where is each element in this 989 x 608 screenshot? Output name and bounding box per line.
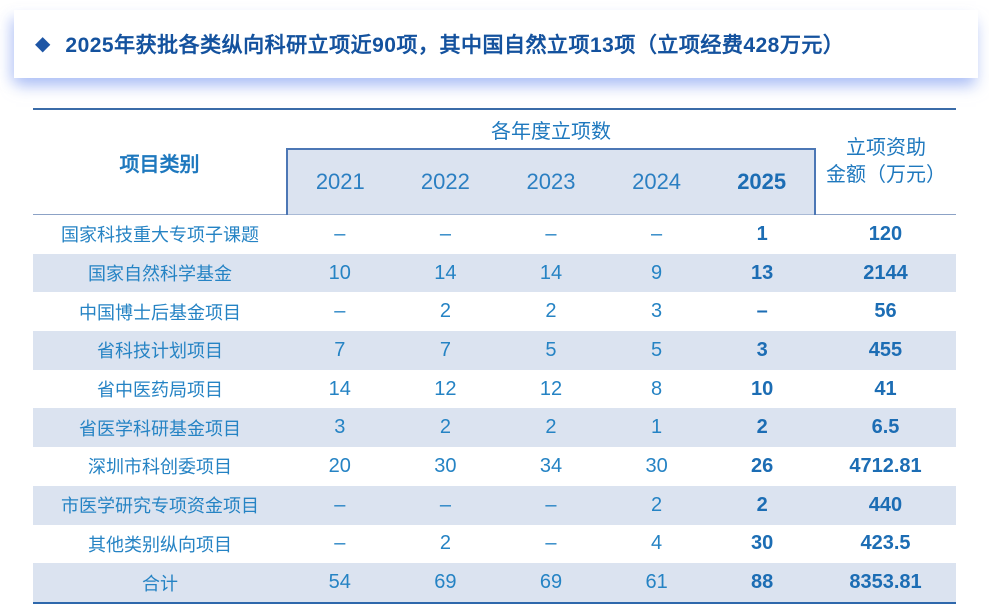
value-2024-cell: 30: [645, 454, 668, 477]
value-2021-cell: –: [334, 493, 346, 516]
amount-cell: 56: [874, 300, 897, 323]
table-body: 国家科技重大专项子课题 – – – – 1 120 国家自然科学基金 10 14…: [33, 215, 956, 603]
table-row: 国家自然科学基金 10 14 14 9 13 2144: [33, 253, 956, 293]
category-cell: 国家自然科学基金: [88, 264, 232, 285]
value-2023-cell: 69: [539, 571, 563, 594]
value-2021-cell: 7: [334, 338, 346, 361]
amount-header-line1: 立项资助: [845, 137, 926, 159]
value-2023-cell: 34: [539, 454, 563, 477]
amount-cell: 120: [868, 222, 903, 245]
year-header-2023: 2023: [498, 148, 604, 215]
amount-cell: 423.5: [860, 532, 911, 555]
value-2023-cell: –: [545, 493, 557, 516]
value-2022-cell: 2: [439, 532, 451, 555]
value-2024-cell: –: [651, 222, 663, 245]
value-2024-cell: 8: [651, 377, 663, 400]
table-row: 市医学研究专项资金项目 – – – 2 2 440: [33, 485, 956, 525]
amount-cell: 2144: [863, 261, 908, 284]
value-2023-cell: 14: [539, 261, 563, 284]
years-group-header: 各年度立项数: [490, 120, 611, 143]
value-2022-cell: 14: [434, 261, 457, 284]
value-2022-cell: –: [439, 493, 451, 516]
value-2022-cell: –: [439, 222, 451, 245]
value-2022-cell: 69: [434, 571, 457, 594]
projects-table-container: 项目类别 各年度立项数 立项资助 金额（万元） 2021 2022 2023 2…: [33, 108, 956, 604]
amount-cell: 440: [868, 493, 903, 516]
value-2024-cell: 2: [651, 493, 663, 516]
category-cell: 国家科技重大专项子课题: [61, 225, 259, 246]
value-2024-cell: 4: [651, 532, 663, 555]
amount-cell: 6.5: [871, 416, 900, 439]
amount-cell: 41: [874, 377, 897, 400]
headline-text: 2025年获批各类纵向科研立项近90项，其中国自然立项13项（立项经费428万元…: [65, 34, 845, 57]
category-cell: 合计: [142, 573, 178, 594]
year-header-2022: 2022: [392, 148, 499, 215]
value-2022-cell: 2: [439, 300, 451, 323]
value-2021-cell: 10: [328, 261, 351, 284]
table-row: 其他类别纵向项目 – 2 – 4 30 423.5: [33, 525, 956, 564]
projects-table: 项目类别 各年度立项数 立项资助 金额（万元） 2021 2022 2023 2…: [33, 108, 956, 604]
value-2023-cell: –: [545, 532, 557, 555]
value-2025-cell: 88: [751, 571, 774, 594]
amount-column-header: 立项资助 金额（万元）: [814, 109, 956, 215]
value-2021-cell: –: [334, 300, 346, 323]
amount-cell: 8353.81: [849, 571, 922, 594]
value-2023-cell: 2: [545, 416, 557, 439]
headline-card: ◆ 2025年获批各类纵向科研立项近90项，其中国自然立项13项（立项经费428…: [14, 10, 978, 78]
value-2021-cell: 3: [334, 416, 346, 439]
value-2025-cell: 2: [756, 493, 768, 516]
value-2024-cell: 3: [651, 300, 663, 323]
value-2022-cell: 7: [439, 338, 451, 361]
table-header: 项目类别 各年度立项数 立项资助 金额（万元） 2021 2022 2023 2…: [33, 109, 956, 215]
category-column-header: 项目类别: [33, 109, 287, 215]
value-2024-cell: 5: [651, 338, 663, 361]
amount-header-line2: 金额（万元）: [825, 164, 946, 186]
value-2021-cell: 54: [328, 571, 351, 594]
value-2025-cell: 10: [751, 377, 774, 400]
value-2022-cell: 12: [434, 377, 457, 400]
value-2023-cell: 2: [545, 300, 557, 323]
amount-cell: 455: [868, 338, 903, 361]
value-2021-cell: –: [334, 222, 346, 245]
category-cell: 省科技计划项目: [97, 341, 223, 362]
category-cell: 省医学科研基金项目: [79, 418, 241, 439]
category-cell: 市医学研究专项资金项目: [61, 496, 259, 517]
table-row: 深圳市科创委项目 20 30 34 30 26 4712.81: [33, 447, 956, 486]
category-cell: 其他类别纵向项目: [88, 534, 232, 555]
value-2025-cell: –: [756, 300, 768, 323]
value-2023-cell: –: [545, 222, 557, 245]
value-2023-cell: 5: [545, 338, 557, 361]
value-2023-cell: 12: [539, 377, 563, 400]
value-2025-cell: 3: [756, 338, 768, 361]
value-2022-cell: 30: [434, 454, 457, 477]
category-cell: 深圳市科创委项目: [88, 457, 232, 478]
diamond-bullet-icon: ◆: [35, 33, 51, 55]
table-row: 省科技计划项目 7 7 5 5 3 455: [33, 331, 956, 370]
value-2024-cell: 9: [651, 261, 663, 284]
value-2024-cell: 61: [645, 571, 668, 594]
table-row: 省医学科研基金项目 3 2 2 1 2 6.5: [33, 408, 956, 448]
category-cell: 省中医药局项目: [97, 380, 223, 401]
table-row: 中国博士后基金项目 – 2 2 3 – 56: [33, 292, 956, 331]
value-2025-cell: 30: [751, 532, 774, 555]
amount-cell: 4712.81: [849, 454, 922, 477]
category-cell: 中国博士后基金项目: [79, 302, 241, 323]
year-header-2024: 2024: [603, 148, 710, 215]
table-row: 国家科技重大专项子课题 – – – – 1 120: [33, 215, 956, 254]
value-2024-cell: 1: [651, 416, 663, 439]
value-2021-cell: 20: [328, 454, 351, 477]
value-2025-cell: 26: [751, 454, 774, 477]
table-row: 省中医药局项目 14 12 12 8 10 41: [33, 370, 956, 409]
total-row: 合计 54 69 69 61 88 8353.81: [33, 563, 956, 603]
value-2022-cell: 2: [439, 416, 451, 439]
year-header-2021: 2021: [286, 148, 393, 215]
value-2021-cell: –: [334, 532, 346, 555]
year-header-2025: 2025: [709, 148, 816, 215]
value-2025-cell: 2: [756, 416, 768, 439]
value-2025-cell: 1: [756, 222, 768, 245]
value-2021-cell: 14: [328, 377, 351, 400]
value-2025-cell: 13: [751, 261, 774, 284]
